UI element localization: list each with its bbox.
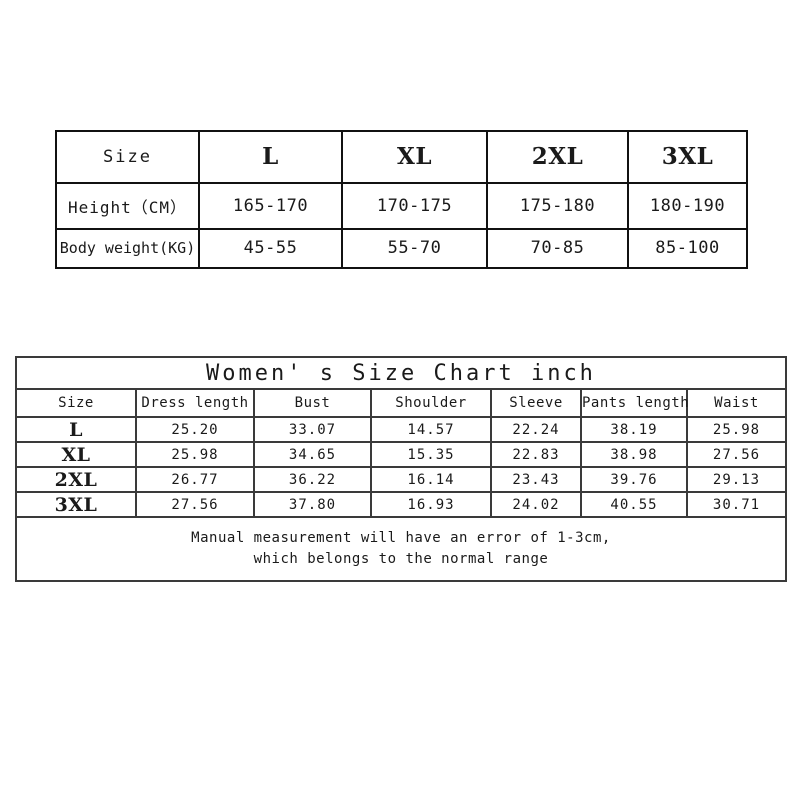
- chart-title-row: Women' s Size Chart inch: [15, 356, 787, 390]
- cell-bust-3xl: 37.80: [253, 491, 372, 518]
- header-cell-2xl: 2XL: [486, 130, 629, 184]
- weight-value-2xl: 70-85: [486, 227, 629, 270]
- cell-pants-length-l: 38.19: [580, 416, 688, 443]
- table-row: 3XL 27.56 37.80 16.93 24.02 40.55 30.71: [15, 491, 787, 518]
- table-row: L 25.20 33.07 14.57 22.24 38.19 25.98: [15, 416, 787, 443]
- header-cell-shoulder: Shoulder: [370, 388, 492, 418]
- table-row-header: Size L XL 2XL 3XL: [55, 130, 748, 184]
- header-cell-3xl: 3XL: [627, 130, 748, 184]
- cell-sleeve-3xl: 24.02: [490, 491, 582, 518]
- height-value-2xl: 175-180: [486, 181, 629, 230]
- header-cell-l: L: [198, 130, 343, 184]
- cell-bust-xl: 34.65: [253, 441, 372, 468]
- cell-dress-length-2xl: 26.77: [135, 466, 255, 493]
- cell-dress-length-3xl: 27.56: [135, 491, 255, 518]
- cell-shoulder-2xl: 16.14: [370, 466, 492, 493]
- cell-waist-l: 25.98: [686, 416, 787, 443]
- cell-sleeve-xl: 22.83: [490, 441, 582, 468]
- cell-bust-2xl: 36.22: [253, 466, 372, 493]
- row-size-l: L: [15, 416, 137, 443]
- table-row: XL 25.98 34.65 15.35 22.83 38.98 27.56: [15, 441, 787, 468]
- row-size-xl: XL: [15, 441, 137, 468]
- cell-dress-length-l: 25.20: [135, 416, 255, 443]
- header-cell-size: Size: [55, 130, 200, 184]
- measurement-note-line-2: which belongs to the normal range: [253, 551, 549, 567]
- header-cell-bust: Bust: [253, 388, 372, 418]
- cell-waist-3xl: 30.71: [686, 491, 787, 518]
- size-specification-table: Size L XL 2XL 3XL Height（CM） 165-170 170…: [55, 130, 748, 270]
- measurement-note-row: Manual measurement will have an error of…: [15, 516, 787, 582]
- weight-value-l: 45-55: [198, 227, 343, 270]
- header-cell-pants-length: Pants length: [580, 388, 689, 418]
- chart-title: Women' s Size Chart inch: [15, 356, 787, 390]
- cell-waist-2xl: 29.13: [686, 466, 787, 493]
- height-value-3xl: 180-190: [627, 181, 748, 230]
- cell-sleeve-2xl: 23.43: [490, 466, 582, 493]
- header-cell-waist: Waist: [686, 388, 787, 418]
- cell-shoulder-xl: 15.35: [370, 441, 492, 468]
- table-row-header: Size Dress length Bust Shoulder Sleeve P…: [15, 388, 787, 418]
- cell-sleeve-l: 22.24: [490, 416, 582, 443]
- measurement-note: Manual measurement will have an error of…: [15, 516, 787, 582]
- cell-pants-length-xl: 38.98: [580, 441, 688, 468]
- height-value-l: 165-170: [198, 181, 343, 230]
- cell-shoulder-l: 14.57: [370, 416, 492, 443]
- weight-value-3xl: 85-100: [627, 227, 748, 270]
- cell-bust-l: 33.07: [253, 416, 372, 443]
- row-size-3xl: 3XL: [15, 491, 137, 518]
- table-row-body-weight: Body weight(KG) 45-55 55-70 70-85 85-100: [55, 227, 748, 270]
- header-cell-xl: XL: [341, 130, 488, 184]
- weight-value-xl: 55-70: [341, 227, 488, 270]
- cell-shoulder-3xl: 16.93: [370, 491, 492, 518]
- womens-size-chart-inch-table: Women' s Size Chart inch Size Dress leng…: [15, 356, 787, 582]
- header-cell-sleeve: Sleeve: [490, 388, 582, 418]
- measurement-note-line-1: Manual measurement will have an error of…: [191, 530, 611, 546]
- row-label-height: Height（CM）: [55, 181, 200, 230]
- row-size-2xl: 2XL: [15, 466, 137, 493]
- cell-pants-length-3xl: 40.55: [580, 491, 688, 518]
- header-cell-size: Size: [15, 388, 137, 418]
- cell-pants-length-2xl: 39.76: [580, 466, 688, 493]
- header-cell-dress-length: Dress length: [135, 388, 255, 418]
- cell-dress-length-xl: 25.98: [135, 441, 255, 468]
- row-label-body-weight: Body weight(KG): [55, 227, 200, 270]
- height-value-xl: 170-175: [341, 181, 488, 230]
- cell-waist-xl: 27.56: [686, 441, 787, 468]
- table-row-height: Height（CM） 165-170 170-175 175-180 180-1…: [55, 181, 748, 230]
- table-row: 2XL 26.77 36.22 16.14 23.43 39.76 29.13: [15, 466, 787, 493]
